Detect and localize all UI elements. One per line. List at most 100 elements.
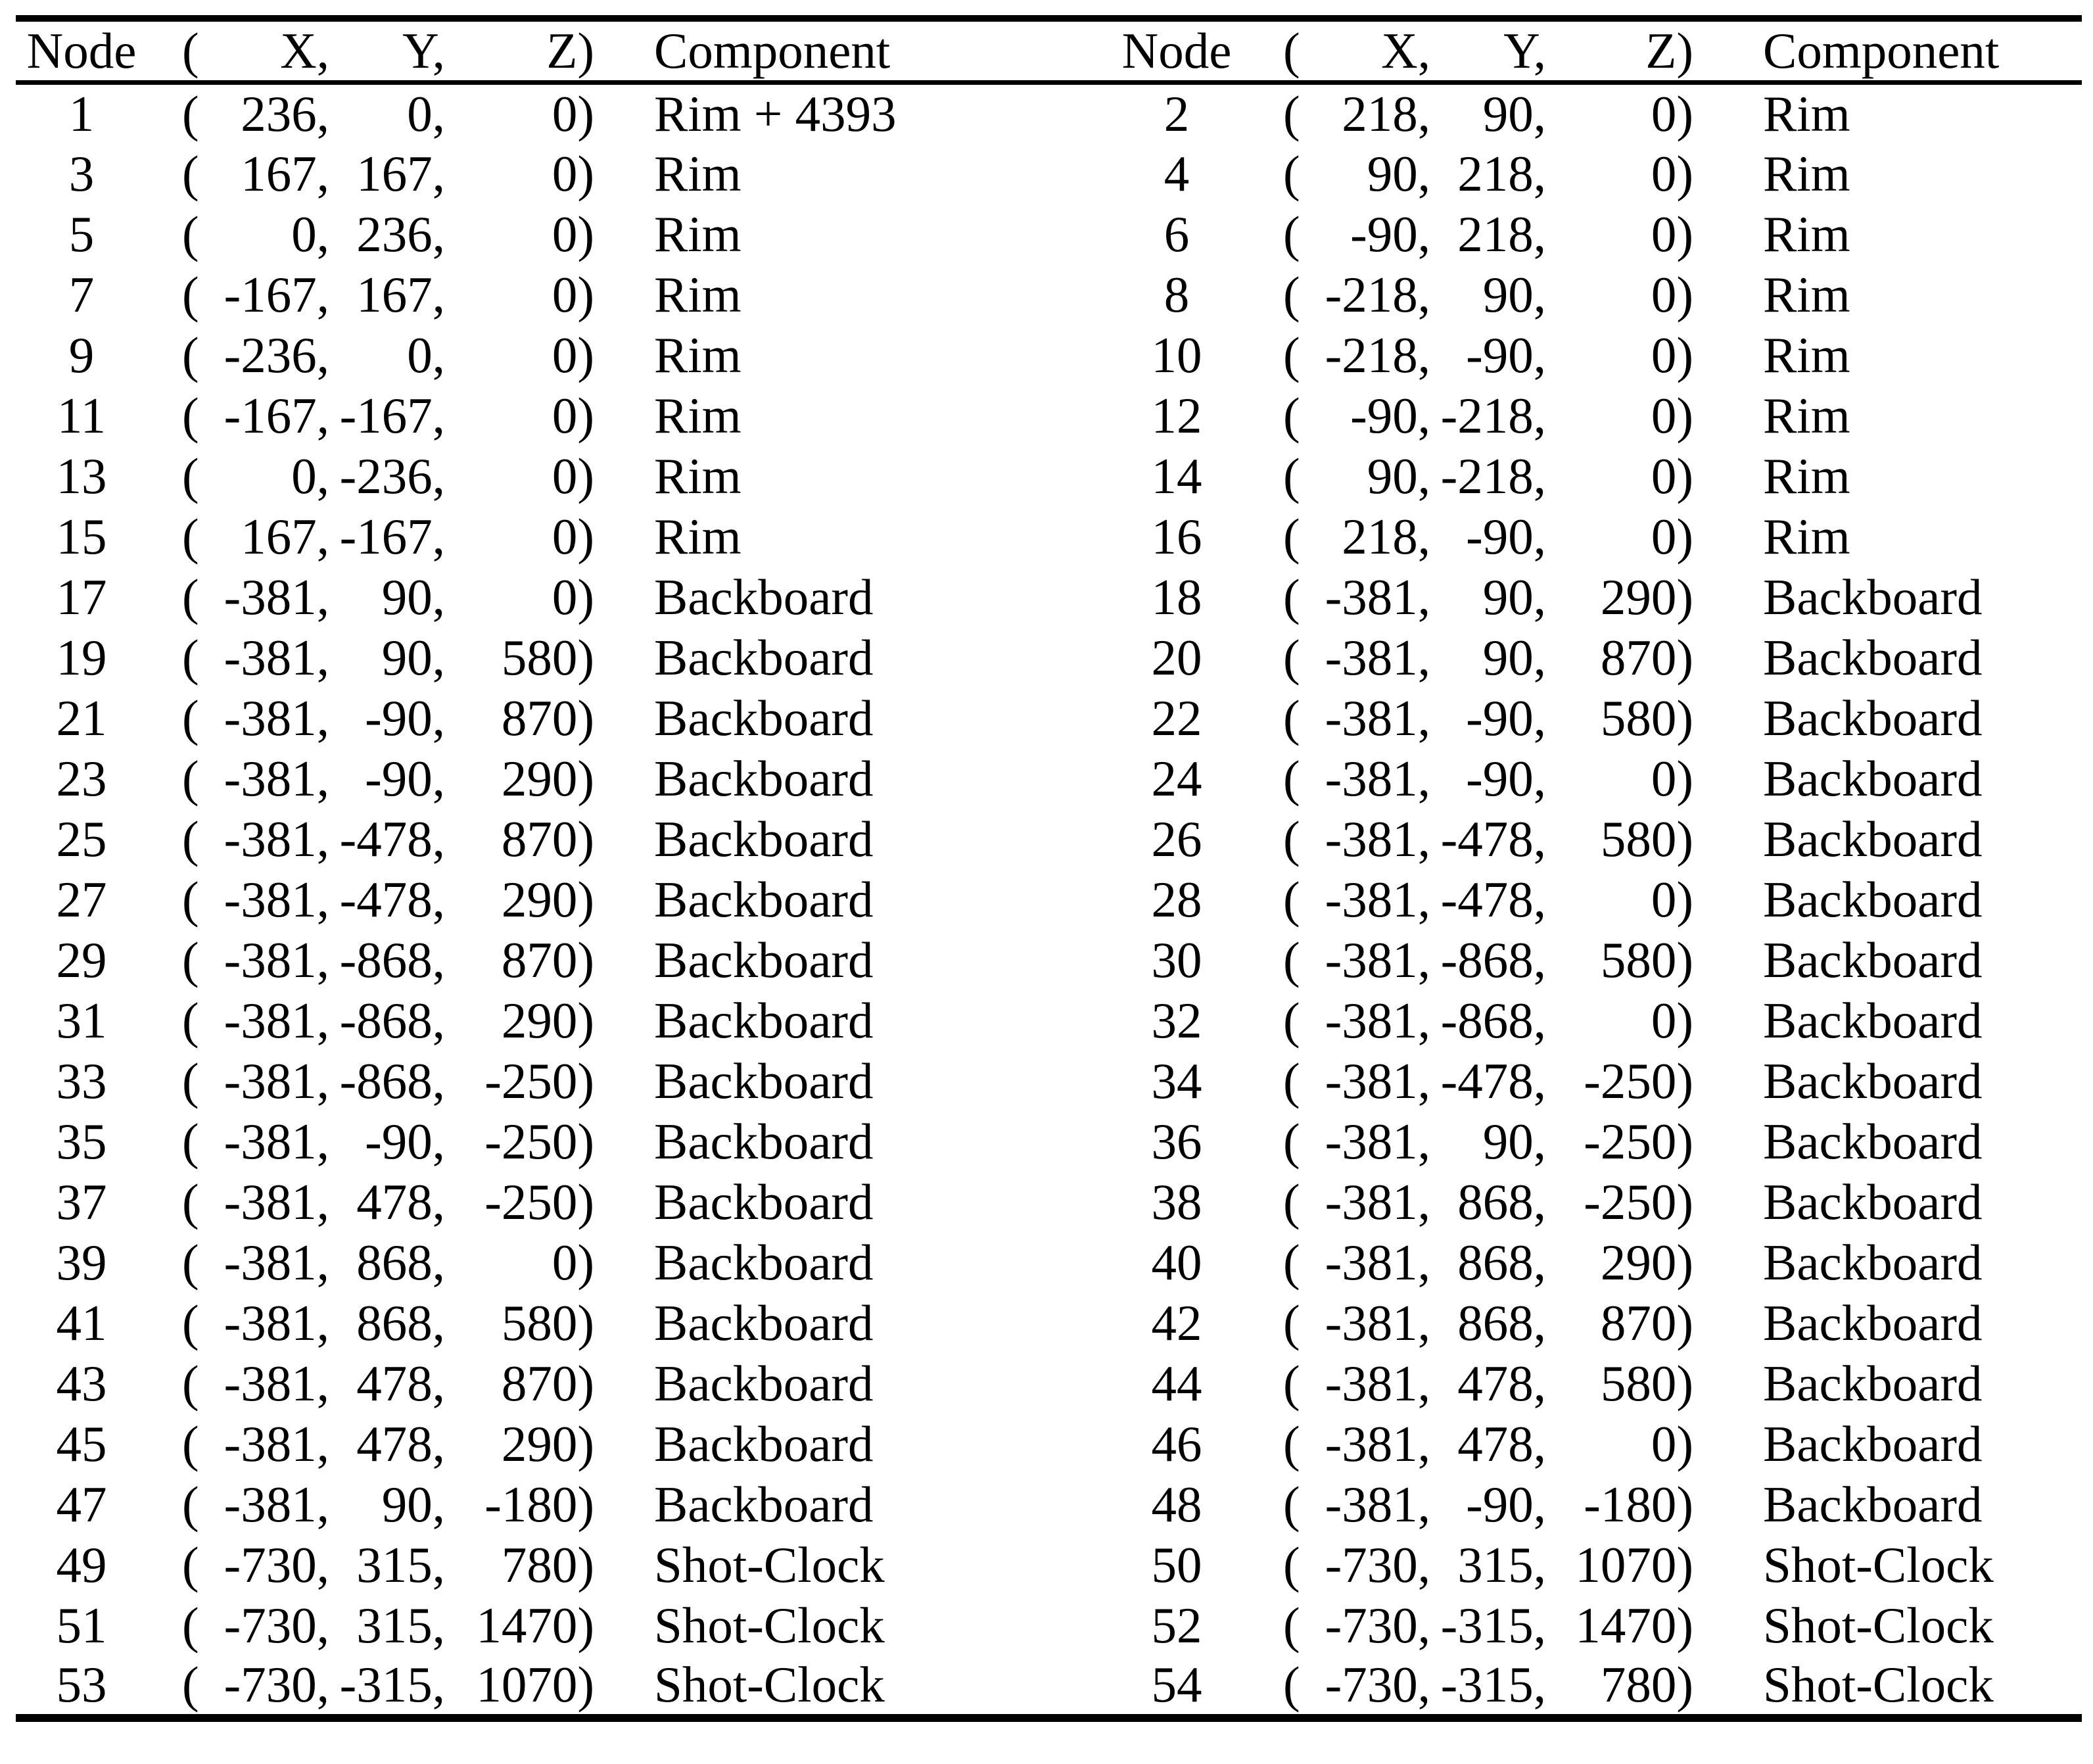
coordinates-cell: (-381, 868, -250) <box>1242 1172 1693 1232</box>
coordinates-cell: (-236, 0, 0) <box>147 325 594 385</box>
y-value: 90, <box>1482 266 1546 323</box>
component-cell: Backboard <box>654 1052 874 1109</box>
node-id-cell: 30 <box>1151 931 1202 988</box>
open-paren: ( <box>182 1475 199 1533</box>
x-value: -381, <box>223 750 329 807</box>
x-value: -167, <box>223 387 329 444</box>
open-paren: ( <box>1283 568 1300 625</box>
coordinates-cell: (-381, 868, 870) <box>1242 1293 1693 1353</box>
header-z: Z) <box>1645 22 1693 79</box>
z-value: 290) <box>1600 1233 1693 1291</box>
coordinates-cell: (-381, 868, 0) <box>147 1232 594 1293</box>
node-id-cell: 52 <box>1151 1596 1202 1654</box>
open-paren: ( <box>1283 1233 1300 1291</box>
z-value: 580) <box>1600 810 1693 867</box>
coordinates-cell: (218, -90, 0) <box>1242 506 1693 567</box>
open-paren: ( <box>182 326 199 383</box>
open-paren: ( <box>182 1415 199 1472</box>
y-value: -90, <box>365 750 445 807</box>
z-value: 0) <box>1651 447 1693 504</box>
z-value: 0) <box>1651 508 1693 565</box>
node-id-cell: 43 <box>56 1354 107 1412</box>
header-component-left: Component <box>594 18 1111 85</box>
y-value: -315, <box>1440 1596 1546 1654</box>
x-value: -381, <box>1325 1052 1430 1109</box>
node-id-cell: 54 <box>1151 1656 1202 1713</box>
node-id-cell: 38 <box>1151 1173 1202 1230</box>
node-id-cell: 22 <box>1151 689 1202 746</box>
y-value: -868, <box>339 991 445 1049</box>
x-value: -381, <box>1325 1475 1430 1533</box>
node-id-cell: 21 <box>56 689 107 746</box>
coordinates-cell: (-381, 478, 870) <box>147 1353 594 1414</box>
node-id-cell: 42 <box>1151 1294 1202 1351</box>
node-id-cell: 2 <box>1164 85 1190 142</box>
component-cell: Backboard <box>1763 931 1983 988</box>
coordinates-cell: (-730, -315, 1470) <box>1242 1595 1693 1656</box>
x-value: -381, <box>223 1354 329 1412</box>
open-paren: ( <box>182 387 199 444</box>
coordinates-cell: (-730, 315, 1070) <box>1242 1535 1693 1595</box>
y-value: -315, <box>339 1656 445 1713</box>
component-cell: Shot-Clock <box>1763 1656 1994 1713</box>
component-cell: Backboard <box>654 1173 874 1230</box>
header-node-left: Node <box>16 18 147 85</box>
y-value: 315, <box>1457 1536 1546 1593</box>
node-id-cell: 15 <box>56 508 107 565</box>
open-paren: ( <box>1283 145 1300 202</box>
z-value: 870) <box>1600 1294 1693 1351</box>
y-value: -868, <box>1440 931 1546 988</box>
node-id-cell: 50 <box>1151 1536 1202 1593</box>
table-row: 45 (-381, 478, 290) Backboard 46 (-381, 478… <box>16 1414 2082 1474</box>
component-cell: Backboard <box>1763 991 1983 1049</box>
component-cell: Backboard <box>654 629 874 686</box>
header-component-right: Component <box>1693 18 2082 85</box>
component-cell: Rim <box>1763 266 1850 323</box>
coordinates-cell: (236, 0, 0) <box>147 83 594 144</box>
z-value: 580) <box>501 1294 594 1351</box>
open-paren: ( <box>182 1233 199 1291</box>
y-value: -868, <box>1440 991 1546 1049</box>
y-value: 167, <box>356 145 445 202</box>
node-id-cell: 37 <box>56 1173 107 1230</box>
component-cell: Rim <box>654 508 741 565</box>
table-row: 17 (-381, 90, 0) Backboard 18 (-381, 90, 290… <box>16 567 2082 627</box>
z-value: 870) <box>501 1354 594 1412</box>
coordinates-cell: (-730, -315, 780) <box>1242 1656 1693 1718</box>
z-value: 0) <box>1651 387 1693 444</box>
open-paren: ( <box>182 266 199 323</box>
x-value: -381, <box>1325 991 1430 1049</box>
y-value: 868, <box>1457 1294 1546 1351</box>
y-value: 0, <box>407 85 445 142</box>
y-value: -218, <box>1440 387 1546 444</box>
y-value: 90, <box>1482 629 1546 686</box>
coordinates-cell: (-381, -868, 290) <box>147 990 594 1051</box>
component-cell: Shot-Clock <box>1763 1536 1994 1593</box>
coordinates-cell: (-381, -90, -250) <box>147 1111 594 1172</box>
x-value: -381, <box>223 568 329 625</box>
x-value: -381, <box>1325 1173 1430 1230</box>
coordinates-cell: (-730, -315, 1070) <box>147 1656 594 1718</box>
x-value: -381, <box>223 1112 329 1170</box>
z-value: 0) <box>552 326 594 383</box>
z-value: 0) <box>552 387 594 444</box>
z-value: 0) <box>552 205 594 262</box>
coordinates-cell: (-167, -167, 0) <box>147 385 594 446</box>
node-id-cell: 46 <box>1151 1415 1202 1472</box>
z-value: 0) <box>552 508 594 565</box>
table-row: 3 (167, 167, 0) Rim 4 (90, 218, 0) Rim <box>16 143 2082 204</box>
y-value: 167, <box>356 266 445 323</box>
table-row: 19 (-381, 90, 580) Backboard 20 (-381, 90, 8… <box>16 627 2082 688</box>
coordinates-cell: (-381, -868, 580) <box>1242 930 1693 990</box>
x-value: -381, <box>223 991 329 1049</box>
x-value: 90, <box>1367 447 1430 504</box>
coordinates-cell: (-167, 167, 0) <box>147 264 594 325</box>
node-id-cell: 35 <box>56 1112 107 1170</box>
node-id-cell: 36 <box>1151 1112 1202 1170</box>
open-paren: ( <box>1283 1415 1300 1472</box>
coordinates-cell: (-381, 478, 290) <box>147 1414 594 1474</box>
node-id-cell: 48 <box>1151 1475 1202 1533</box>
header-y: Y, <box>402 22 445 79</box>
open-paren: ( <box>1283 1354 1300 1412</box>
coordinates-cell: (-218, -90, 0) <box>1242 325 1693 385</box>
